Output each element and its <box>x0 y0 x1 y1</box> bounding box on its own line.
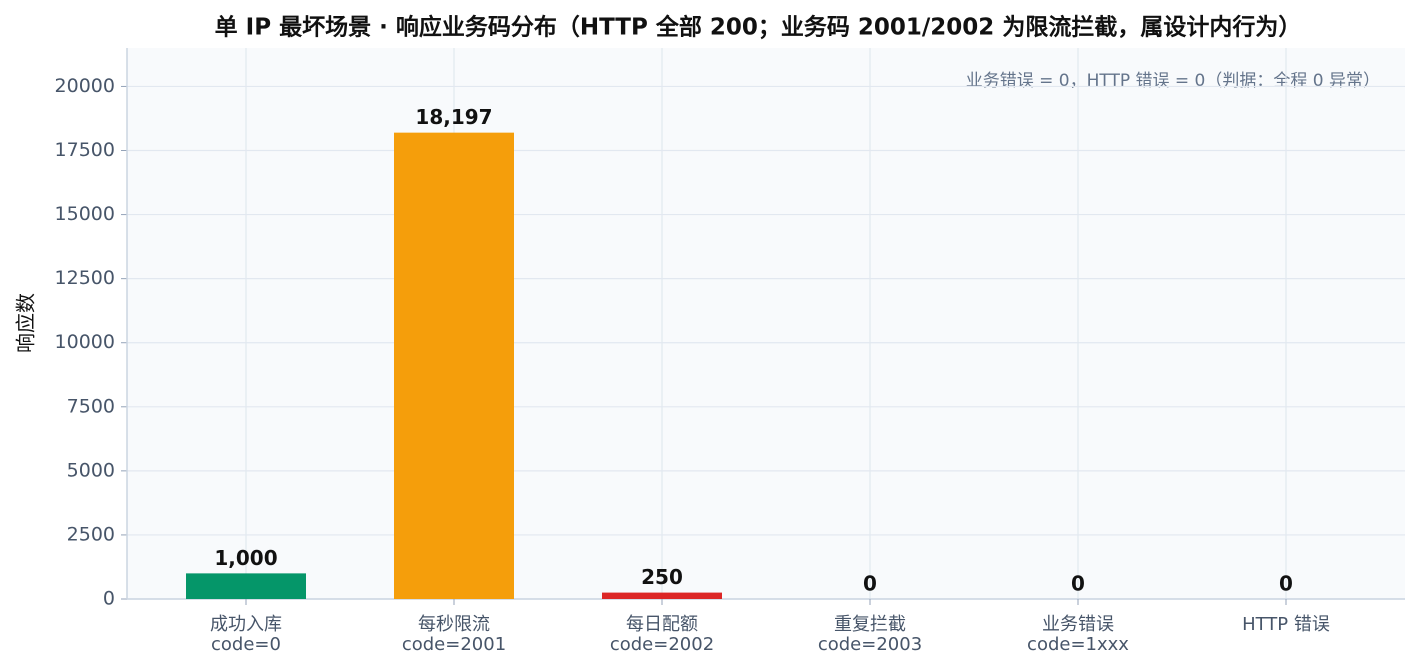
x-tick-label: 成功入库 <box>210 614 282 635</box>
bar <box>186 573 306 599</box>
y-tick-label: 2500 <box>67 523 115 545</box>
x-tick-label: code=1xxx <box>1027 634 1129 655</box>
value-label: 18,197 <box>415 105 492 129</box>
bar <box>602 592 722 599</box>
y-tick-label: 20000 <box>55 75 115 97</box>
y-tick-label: 5000 <box>67 459 115 481</box>
y-tick-label: 0 <box>103 588 115 610</box>
y-tick-label: 12500 <box>55 267 115 289</box>
x-tick-label: 业务错误 <box>1042 614 1114 635</box>
y-tick-label: 15000 <box>55 203 115 225</box>
x-tick-label: 重复拦截 <box>834 614 906 635</box>
x-tick-label: HTTP 错误 <box>1242 614 1330 635</box>
y-axis-label: 响应数 <box>14 293 38 353</box>
x-tick-label: 每日配额 <box>626 614 698 635</box>
value-label: 1,000 <box>214 546 277 570</box>
x-tick-label: code=0 <box>211 634 281 655</box>
y-tick-label: 7500 <box>67 395 115 417</box>
y-tick-label: 17500 <box>55 139 115 161</box>
chart-title: 单 IP 最坏场景 · 响应业务码分布（HTTP 全部 200；业务码 2001… <box>215 14 1302 41</box>
value-label: 0 <box>863 572 877 596</box>
value-label: 250 <box>641 565 683 589</box>
x-tick-label: code=2001 <box>402 634 506 655</box>
x-tick-label: 每秒限流 <box>418 614 490 635</box>
y-tick-label: 10000 <box>55 331 115 353</box>
bar <box>394 132 514 599</box>
x-tick-label: code=2003 <box>818 634 922 655</box>
annotation: 业务错误 = 0，HTTP 错误 = 0（判据：全程 0 异常） <box>966 71 1380 91</box>
value-label: 0 <box>1279 572 1293 596</box>
plot-area <box>127 48 1405 599</box>
value-label: 0 <box>1071 572 1085 596</box>
x-tick-label: code=2002 <box>610 634 714 655</box>
